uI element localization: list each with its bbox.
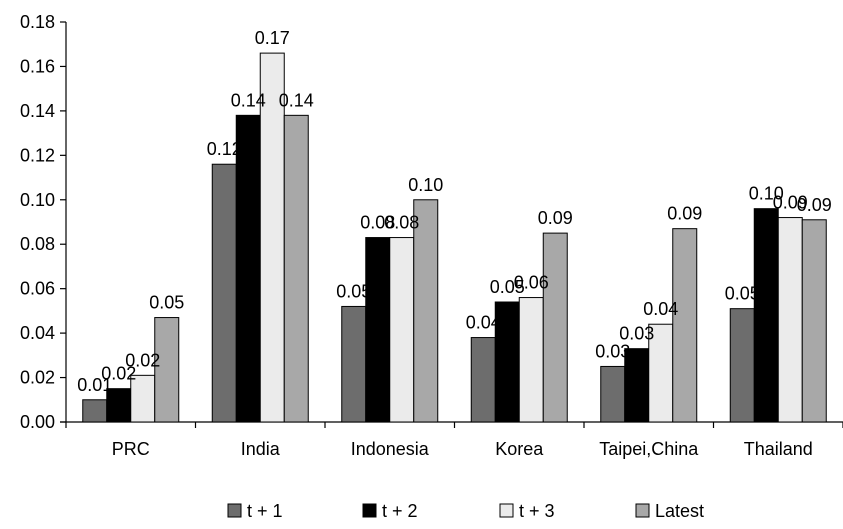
- chart-legend: t + 1 t + 2 t + 3 Latest: [227, 501, 704, 521]
- bar-value-label: 0.05: [336, 281, 371, 301]
- bar-value-label: 0.08: [360, 213, 395, 233]
- bar-value-label: 0.02: [101, 364, 136, 384]
- legend-swatch: [499, 503, 514, 518]
- bar: [365, 237, 391, 423]
- bar-value-label: 0.04: [466, 313, 501, 333]
- legend-label: t + 1: [247, 501, 283, 521]
- bar-value-label: 0.03: [619, 324, 654, 344]
- x-category-label: Indonesia: [351, 439, 430, 459]
- bar-value-label: 0.05: [490, 277, 525, 297]
- bar: [259, 52, 285, 423]
- chart-data-labels: 0.010.020.020.050.120.140.170.140.050.08…: [77, 28, 832, 395]
- bar: [106, 388, 132, 423]
- bar: [470, 337, 496, 423]
- bar-value-label: 0.05: [149, 293, 184, 313]
- bar: [801, 219, 827, 423]
- legend-label: Latest: [655, 501, 704, 521]
- y-tick-label: 0.14: [20, 101, 55, 121]
- y-tick-label: 0.08: [20, 234, 55, 254]
- y-tick-label: 0.10: [20, 190, 55, 210]
- bar: [413, 199, 439, 423]
- y-tick-label: 0.04: [20, 323, 55, 343]
- bar: [341, 305, 367, 423]
- bar-value-label: 0.10: [408, 175, 443, 195]
- y-tick-label: 0.12: [20, 145, 55, 165]
- bar: [283, 114, 309, 423]
- x-category-label: PRC: [112, 439, 150, 459]
- legend-label: t + 2: [382, 501, 418, 521]
- legend-swatch: [362, 503, 377, 518]
- bar: [600, 365, 626, 423]
- bar-value-label: 0.04: [643, 299, 678, 319]
- legend-swatch: [227, 503, 242, 518]
- bar: [494, 301, 520, 423]
- bar: [130, 374, 156, 423]
- y-tick-label: 0.06: [20, 279, 55, 299]
- y-tick-label: 0.18: [20, 12, 55, 32]
- x-category-label: India: [241, 439, 281, 459]
- bar: [729, 308, 755, 423]
- bar-value-label: 0.14: [231, 90, 266, 110]
- bar-value-label: 0.09: [773, 193, 808, 213]
- bar-value-label: 0.10: [749, 184, 784, 204]
- x-category-label: Thailand: [744, 439, 813, 459]
- bar: [235, 114, 261, 423]
- legend-label: t + 3: [519, 501, 555, 521]
- y-tick-label: 0.00: [20, 412, 55, 432]
- y-tick-label: 0.02: [20, 368, 55, 388]
- chart-axes: 0.00 0.02 0.04 0.06 0.08 0.10 0.12 0.14 0.16 0.18…: [20, 12, 843, 459]
- bar-value-label: 0.03: [595, 341, 630, 361]
- x-category-label: Taipei,China: [599, 439, 699, 459]
- bar: [648, 323, 674, 423]
- bar-value-label: 0.09: [538, 208, 573, 228]
- bar-value-label: 0.05: [725, 284, 760, 304]
- bar: [211, 163, 237, 423]
- bar-value-label: 0.14: [279, 90, 314, 110]
- bar: [154, 317, 180, 423]
- x-category-label: Korea: [495, 439, 544, 459]
- bar-value-label: 0.08: [384, 213, 419, 233]
- bar: [82, 399, 108, 423]
- bar-value-label: 0.01: [77, 375, 112, 395]
- bar: [518, 297, 544, 423]
- bar: [672, 228, 698, 423]
- bar: [777, 217, 803, 423]
- bar-value-label: 0.06: [514, 273, 549, 293]
- bar: [753, 208, 779, 423]
- y-tick-label: 0.16: [20, 56, 55, 76]
- bar-value-label: 0.09: [667, 204, 702, 224]
- bar: [624, 348, 650, 423]
- bar: [389, 237, 415, 423]
- bar-value-label: 0.17: [255, 28, 290, 48]
- bar-value-label: 0.12: [207, 139, 242, 159]
- bar: [542, 232, 568, 423]
- bar-value-label: 0.02: [125, 350, 160, 370]
- chart-bars: [82, 52, 827, 423]
- bar-value-label: 0.09: [797, 195, 832, 215]
- legend-swatch: [635, 503, 650, 518]
